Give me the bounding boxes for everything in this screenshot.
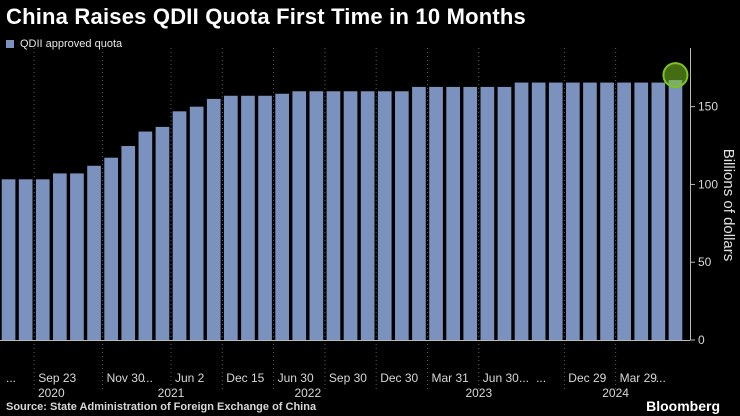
bar-15 [258, 95, 272, 341]
bar-21 [360, 91, 375, 341]
bar-25 [429, 86, 443, 341]
bar-11 [189, 106, 204, 341]
bar-3 [53, 173, 67, 340]
x-tick-label-2: Nov 30 [107, 371, 145, 385]
bar-38 [651, 82, 666, 341]
bar-12 [206, 98, 221, 340]
legend-swatch [6, 40, 14, 48]
year-label-0: 2020 [38, 386, 65, 400]
bar-24 [412, 86, 426, 341]
y-tick-label-0: 0 [698, 333, 705, 347]
legend: QDII approved quota [6, 38, 122, 50]
bar-34 [583, 82, 597, 341]
bar-5 [87, 165, 101, 340]
bar-30 [514, 82, 529, 341]
bar-31 [531, 82, 546, 341]
year-label-3: 2023 [465, 386, 492, 400]
bar-33 [566, 82, 580, 341]
bar-29 [497, 86, 512, 341]
y-axis-title: Billions of dollars [720, 149, 737, 262]
chart-title: China Raises QDII Quota First Time in 10… [6, 4, 526, 29]
highlight-marker [662, 62, 689, 89]
bar-27 [463, 86, 478, 341]
bar-32 [548, 82, 563, 341]
x-tick-label-0: ... [6, 371, 16, 385]
bar-13 [224, 95, 238, 341]
bar-9 [155, 126, 170, 340]
bar-18 [309, 91, 324, 341]
year-label-2: 2022 [294, 386, 321, 400]
bar-23 [395, 91, 409, 341]
bar-16 [275, 93, 289, 340]
source-note: Source: State Administration of Foreign … [6, 401, 317, 413]
x-tick-label-8: Dec 30 [380, 371, 418, 385]
x-tick-label-11: ... [519, 371, 529, 385]
bar-19 [326, 91, 341, 341]
bar-39 [668, 80, 683, 341]
bar-35 [600, 82, 614, 341]
bar-2 [35, 179, 50, 340]
bar-7 [121, 146, 136, 340]
bar-36 [617, 82, 631, 341]
year-label-4: 2024 [602, 386, 629, 400]
bar-17 [292, 91, 307, 341]
year-label-1: 2021 [158, 386, 185, 400]
bar-6 [104, 157, 118, 340]
x-tick-label-15: ... [656, 371, 666, 385]
bar-37 [634, 82, 649, 341]
bar-28 [480, 86, 495, 341]
y-tick-label-100: 100 [698, 177, 718, 191]
x-tick-label-5: Dec 15 [226, 371, 264, 385]
bar-8 [138, 131, 153, 340]
x-tick-label-3: ... [143, 371, 153, 385]
y-tick-label-50: 50 [698, 255, 712, 269]
bar-1 [18, 179, 33, 340]
bar-20 [343, 91, 358, 341]
bar-10 [172, 111, 187, 340]
x-tick-label-4: Jun 2 [175, 371, 205, 385]
legend-label: QDII approved quota [20, 38, 123, 50]
x-tick-label-6: Jun 30 [278, 371, 314, 385]
y-tick-label-150: 150 [698, 100, 718, 114]
x-tick-label-1: Sep 23 [38, 371, 76, 385]
x-tick-label-10: Jun 30 [483, 371, 519, 385]
bloomberg-logo: Bloomberg [646, 398, 720, 414]
bar-14 [241, 95, 255, 341]
x-tick-label-13: Dec 29 [568, 371, 606, 385]
bar-4 [70, 173, 84, 340]
bar-22 [377, 91, 392, 341]
x-tick-label-7: Sep 30 [329, 371, 367, 385]
x-tick-label-12: ... [536, 371, 546, 385]
x-tick-label-14: Mar 29 [620, 371, 658, 385]
bar-0 [1, 179, 16, 340]
x-tick-label-9: Mar 31 [432, 371, 470, 385]
bar-26 [446, 86, 460, 341]
